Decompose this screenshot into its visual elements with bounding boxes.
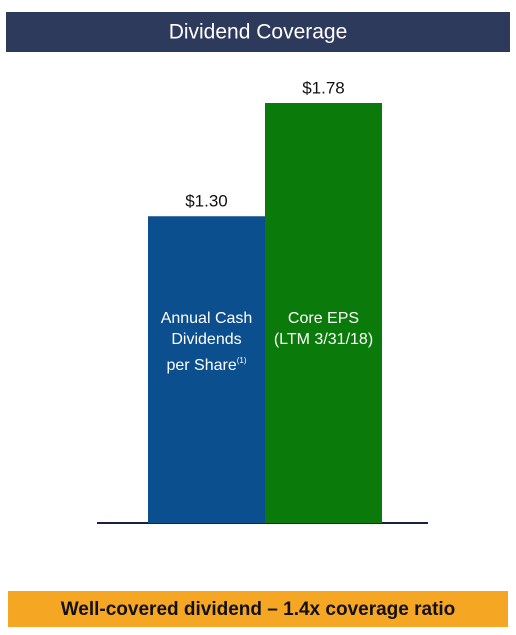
- chart-title: Dividend Coverage: [169, 21, 348, 44]
- value-label: $1.78: [302, 78, 345, 97]
- category-label: Core EPS (LTM 3/31/18): [265, 308, 382, 350]
- category-text: Annual Cash Dividends per Share: [160, 310, 253, 374]
- category-text: Core EPS (LTM 3/31/18): [273, 310, 374, 348]
- category-label: Annual Cash Dividends per Share(1): [148, 308, 265, 376]
- bar: [148, 216, 265, 523]
- footer: Well-covered dividend – 1.4x coverage ra…: [61, 599, 456, 620]
- value-label: $1.30: [185, 192, 228, 211]
- footer-bar: [8, 591, 508, 627]
- footnote-marker: (1): [236, 356, 247, 365]
- title-bar: [6, 12, 510, 52]
- bar: [265, 103, 382, 523]
